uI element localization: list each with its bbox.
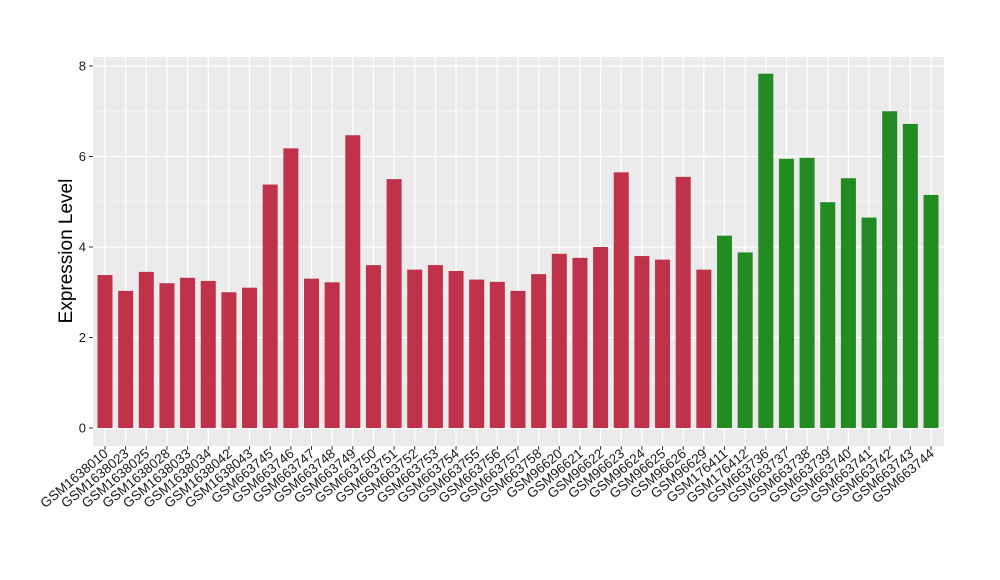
bar (510, 290, 526, 428)
bar (840, 178, 856, 428)
bar (242, 287, 258, 428)
bar (634, 256, 650, 428)
bar (283, 148, 299, 429)
y-axis-title: Expression Level (56, 179, 77, 324)
bar (262, 184, 278, 428)
bar (593, 247, 609, 428)
bar (448, 270, 464, 428)
bar (737, 252, 753, 428)
bar (902, 123, 918, 429)
bar (758, 73, 774, 428)
bar (200, 280, 216, 428)
bar (675, 176, 691, 428)
bar (118, 290, 134, 428)
x-axis: GSM1638010GSM1638023GSM1638025GSM1638028… (37, 445, 937, 510)
bar (345, 135, 361, 429)
bar (778, 158, 794, 428)
bar (613, 172, 629, 428)
y-tick-label: 4 (79, 240, 86, 255)
bar (138, 271, 154, 428)
bar (180, 277, 196, 428)
bar (427, 265, 443, 428)
bar (489, 281, 505, 428)
y-tick-label: 6 (79, 149, 86, 164)
bar (407, 269, 423, 428)
bar (861, 217, 877, 428)
bar (97, 275, 113, 428)
bar (221, 292, 237, 428)
bar (551, 253, 567, 428)
bar (882, 111, 898, 428)
bar (655, 259, 671, 428)
y-tick-label: 0 (79, 421, 86, 436)
bar (820, 202, 836, 428)
bar (304, 278, 319, 428)
bar (386, 179, 402, 428)
bar (799, 157, 815, 429)
bar (469, 279, 485, 428)
y-axis: 0 2 4 6 8 (79, 59, 93, 436)
bar (365, 265, 381, 428)
bar (572, 257, 588, 428)
bar (531, 274, 547, 428)
bar (717, 235, 732, 428)
bar (696, 269, 712, 428)
y-tick-label: 2 (79, 330, 86, 345)
bar (324, 282, 340, 428)
bar (159, 283, 175, 428)
bars (97, 73, 939, 429)
y-tick-label: 8 (79, 59, 86, 74)
bar (923, 194, 939, 428)
